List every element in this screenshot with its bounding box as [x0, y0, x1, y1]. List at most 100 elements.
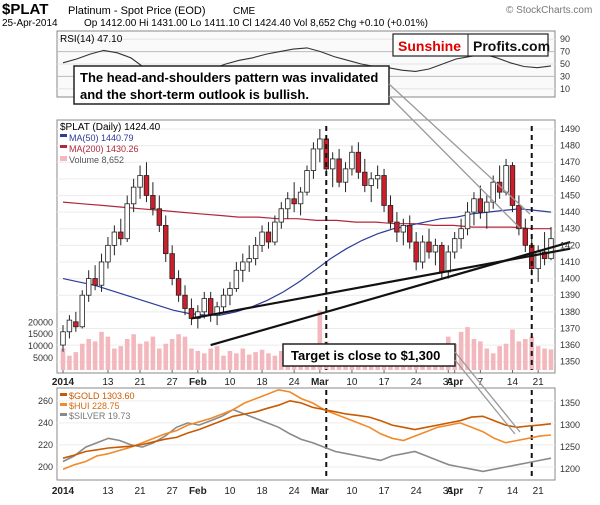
price-axis-tick: 1390 [560, 290, 580, 300]
price-candle [387, 205, 394, 223]
price-candle [304, 170, 310, 193]
volume-bar [99, 331, 104, 370]
metals-x-tick: 27 [167, 486, 179, 497]
silver-legend-label: $SILVER 19.73 [69, 411, 130, 421]
price-candle [374, 175, 381, 180]
price-candle [272, 221, 278, 243]
metals-x-tick: 17 [378, 486, 390, 497]
price-x-tick: Feb [189, 377, 207, 388]
metals-x-tick: 14 [507, 486, 519, 497]
metals-left-tick: 240 [38, 418, 53, 428]
price-x-tick: 21 [533, 377, 545, 388]
price-candle [394, 221, 400, 233]
price-candle [227, 288, 233, 296]
callout-line-1: The head-and-shoulders pattern was inval… [80, 70, 378, 85]
price-candle [156, 208, 163, 226]
price-candle [297, 191, 304, 205]
brand-sunshine: Sunshine [398, 38, 461, 54]
price-candle [98, 261, 105, 286]
price-candle [163, 224, 169, 255]
price-candle [355, 151, 362, 173]
volume-bar [201, 353, 207, 370]
price-candle [175, 278, 182, 296]
volume-bar [169, 339, 175, 370]
watermark: © StockCharts.com [506, 5, 592, 16]
volume-bar [157, 348, 162, 370]
ma50-legend: MA(50) 1440.79 [60, 133, 134, 143]
metals-x-tick: 2014 [52, 486, 75, 497]
volume-bar [234, 353, 239, 370]
price-candle [137, 175, 143, 188]
volume-bar [118, 346, 124, 370]
price-candle [503, 165, 509, 193]
volume-axis-tick: 10000 [28, 341, 53, 351]
price-axis-tick: 1400 [560, 274, 580, 284]
volume-bar [137, 343, 143, 370]
volume-bar [465, 327, 470, 370]
volume-bar [79, 343, 85, 370]
price-candle [111, 231, 118, 246]
price-candle [496, 181, 503, 193]
target-box: Target is close to $1,300 [282, 343, 456, 367]
price-candle [464, 211, 471, 230]
price-axis-tick: 1470 [560, 157, 580, 167]
volume-bar [253, 352, 258, 370]
volume-bar [124, 339, 130, 370]
price-candle [400, 224, 407, 233]
volume-axis-tick: 15000 [28, 329, 53, 339]
price-axis-tick: 1360 [560, 340, 580, 350]
volume-bar [86, 339, 91, 370]
volume-bar [214, 346, 220, 370]
gold-legend-label: $GOLD 1303.60 [69, 391, 135, 401]
volume-bar [266, 353, 271, 370]
price-candle [432, 244, 439, 253]
price-x-tick: 10 [224, 377, 236, 388]
target-pointer [454, 351, 521, 433]
price-candle [169, 253, 175, 279]
volume-bar [246, 354, 252, 370]
metals-right-tick: 1300 [560, 420, 580, 430]
volume-bar [221, 355, 226, 370]
hui-line [62, 388, 552, 470]
rsi-axis-tick: 90 [560, 34, 570, 44]
hui-legend-label: $HUI 228.75 [69, 401, 120, 411]
volume-axis-tick: 5000 [33, 353, 53, 363]
target-label: Target is close to $1,300 [291, 348, 440, 363]
chart-date: 25-Apr-2014 [2, 18, 58, 29]
silver-line [62, 408, 552, 473]
metals-x-tick: 24 [289, 486, 301, 497]
price-candle [130, 186, 137, 205]
metals-left-tick: 200 [38, 462, 53, 472]
price-candle [73, 321, 79, 328]
price-candle [317, 138, 323, 150]
price-candle [342, 168, 349, 183]
price-x-tick: 27 [167, 377, 179, 388]
metals-right-tick: 1350 [560, 398, 580, 408]
volume-bar [259, 349, 265, 370]
volume-bar [150, 336, 156, 370]
price-x-tick: 31 [443, 377, 455, 388]
price-axis-tick: 1350 [560, 357, 580, 367]
volume-bar [510, 329, 515, 370]
price-axis-tick: 1410 [560, 257, 580, 267]
gold-legend: $GOLD 1303.60 [60, 391, 135, 401]
price-candle [259, 231, 265, 246]
volume-bar [195, 350, 201, 370]
price-candle [240, 261, 246, 271]
volume-bar [240, 348, 246, 370]
price-candle [188, 308, 195, 319]
price-candle [407, 224, 413, 243]
price-candle [451, 238, 458, 253]
price-title: $PLAT (Daily) 1424.40 [60, 122, 161, 133]
price-x-tick: 17 [378, 377, 390, 388]
volume-bar [279, 350, 284, 370]
price-candle [471, 198, 477, 213]
price-candle [66, 319, 73, 333]
price-candle [368, 178, 374, 186]
price-axis-tick: 1380 [560, 307, 580, 317]
ma200-legend-label: MA(200) 1430.26 [69, 144, 139, 154]
price-candle [291, 198, 297, 205]
volume-bar [503, 343, 509, 370]
price-axis-tick: 1370 [560, 323, 580, 333]
volume-bar [189, 348, 194, 370]
